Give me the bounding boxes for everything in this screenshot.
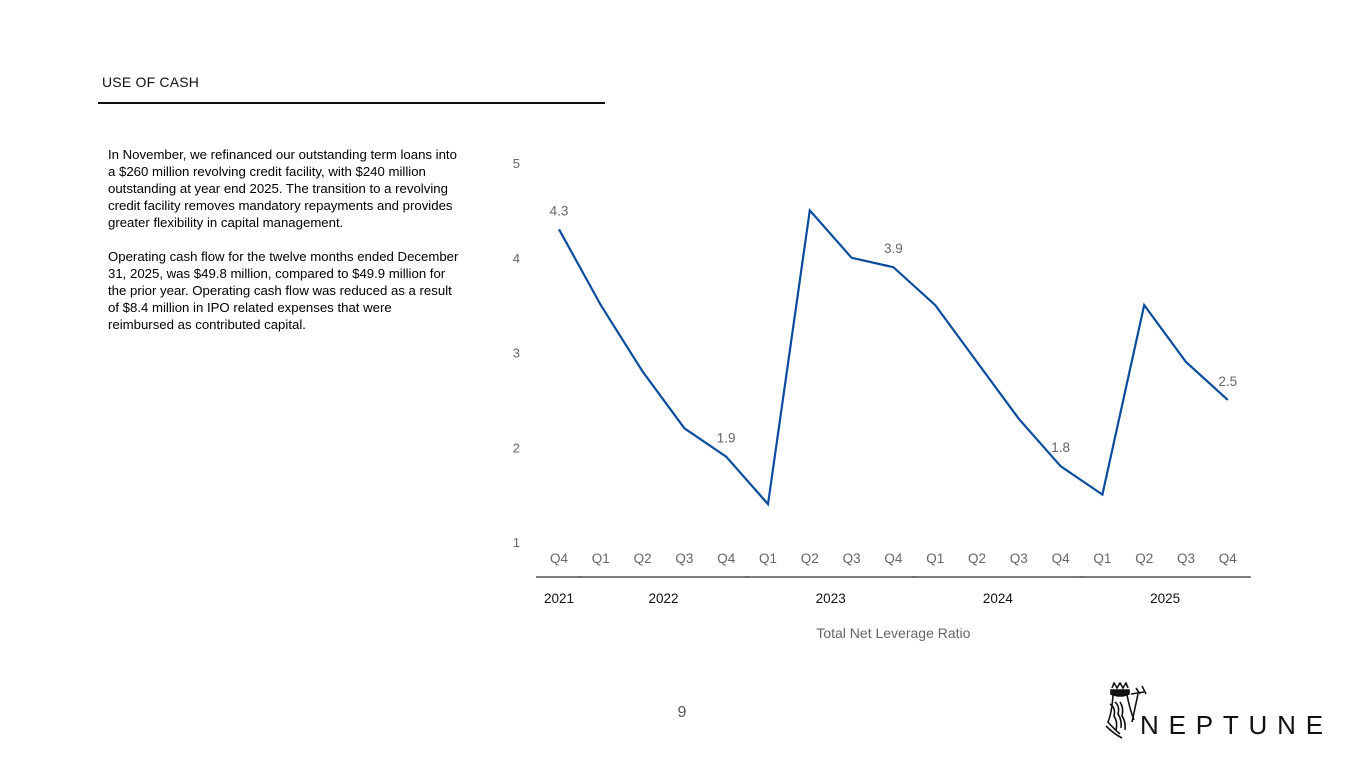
x-tick-label: Q3 — [1010, 551, 1028, 566]
x-axis-year-groups: 2021 2022 2023 2024 2025 — [536, 576, 1251, 606]
x-tick-label: Q4 — [550, 551, 569, 566]
y-tick-label: 4 — [513, 251, 520, 266]
x-tick-label: Q3 — [675, 551, 693, 566]
x-tick-label: Q2 — [1135, 551, 1153, 566]
x-tick-label: Q2 — [968, 551, 986, 566]
x-axis-quarter-ticks: Q4 Q1 Q2 Q3 Q4 Q1 Q2 Q3 Q4 Q1 Q2 Q3 Q4 Q1 Q2 Q3 Q4 — [550, 551, 1237, 566]
x-tick-label: Q2 — [634, 551, 652, 566]
paragraph-refinancing: In November, we refinanced our outstandi… — [108, 147, 457, 230]
title-divider — [98, 102, 605, 104]
x-tick-label: Q3 — [843, 551, 861, 566]
paragraph-operating-cash-flow: Operating cash flow for the twelve month… — [108, 249, 459, 332]
x-axis-title: Total Net Leverage Ratio — [816, 625, 970, 641]
x-tick-label: Q2 — [801, 551, 819, 566]
x-tick-label: Q4 — [1219, 551, 1238, 566]
logo-wordmark: NEPTUNE — [1140, 710, 1333, 740]
x-tick-label: Q4 — [1052, 551, 1071, 566]
x-tick-label: Q3 — [1177, 551, 1195, 566]
y-tick-label: 1 — [513, 535, 520, 550]
year-group-label: 2024 — [983, 591, 1014, 606]
body-text: In November, we refinanced our outstandi… — [108, 146, 460, 350]
y-tick-label: 3 — [513, 346, 520, 361]
page-number: 9 — [677, 704, 687, 721]
x-tick-label: Q4 — [884, 551, 903, 566]
year-group-label: 2023 — [816, 591, 846, 606]
data-label: 3.9 — [884, 241, 903, 256]
neptune-bust-icon — [1105, 682, 1147, 739]
x-tick-label: Q4 — [717, 551, 736, 566]
section-title: USE OF CASH — [102, 74, 200, 90]
series-line-total-net-leverage — [558, 207, 1229, 507]
y-axis-ticks: 1 2 3 4 5 — [513, 156, 520, 550]
data-label: 4.3 — [550, 203, 569, 218]
x-tick-label: Q1 — [926, 551, 944, 566]
data-label: 1.8 — [1051, 440, 1070, 455]
data-label: 2.5 — [1218, 374, 1237, 389]
year-group-label: 2022 — [648, 591, 678, 606]
data-label: 1.9 — [717, 431, 736, 446]
y-tick-label: 2 — [513, 440, 520, 455]
year-group-label: 2021 — [544, 591, 574, 606]
x-tick-label: Q1 — [1093, 551, 1111, 566]
x-tick-label: Q1 — [759, 551, 777, 566]
data-labels: 4.3 1.9 3.9 1.8 2.5 — [550, 203, 1238, 455]
x-tick-label: Q1 — [592, 551, 610, 566]
year-group-label: 2025 — [1150, 591, 1180, 606]
y-tick-label: 5 — [513, 156, 520, 171]
